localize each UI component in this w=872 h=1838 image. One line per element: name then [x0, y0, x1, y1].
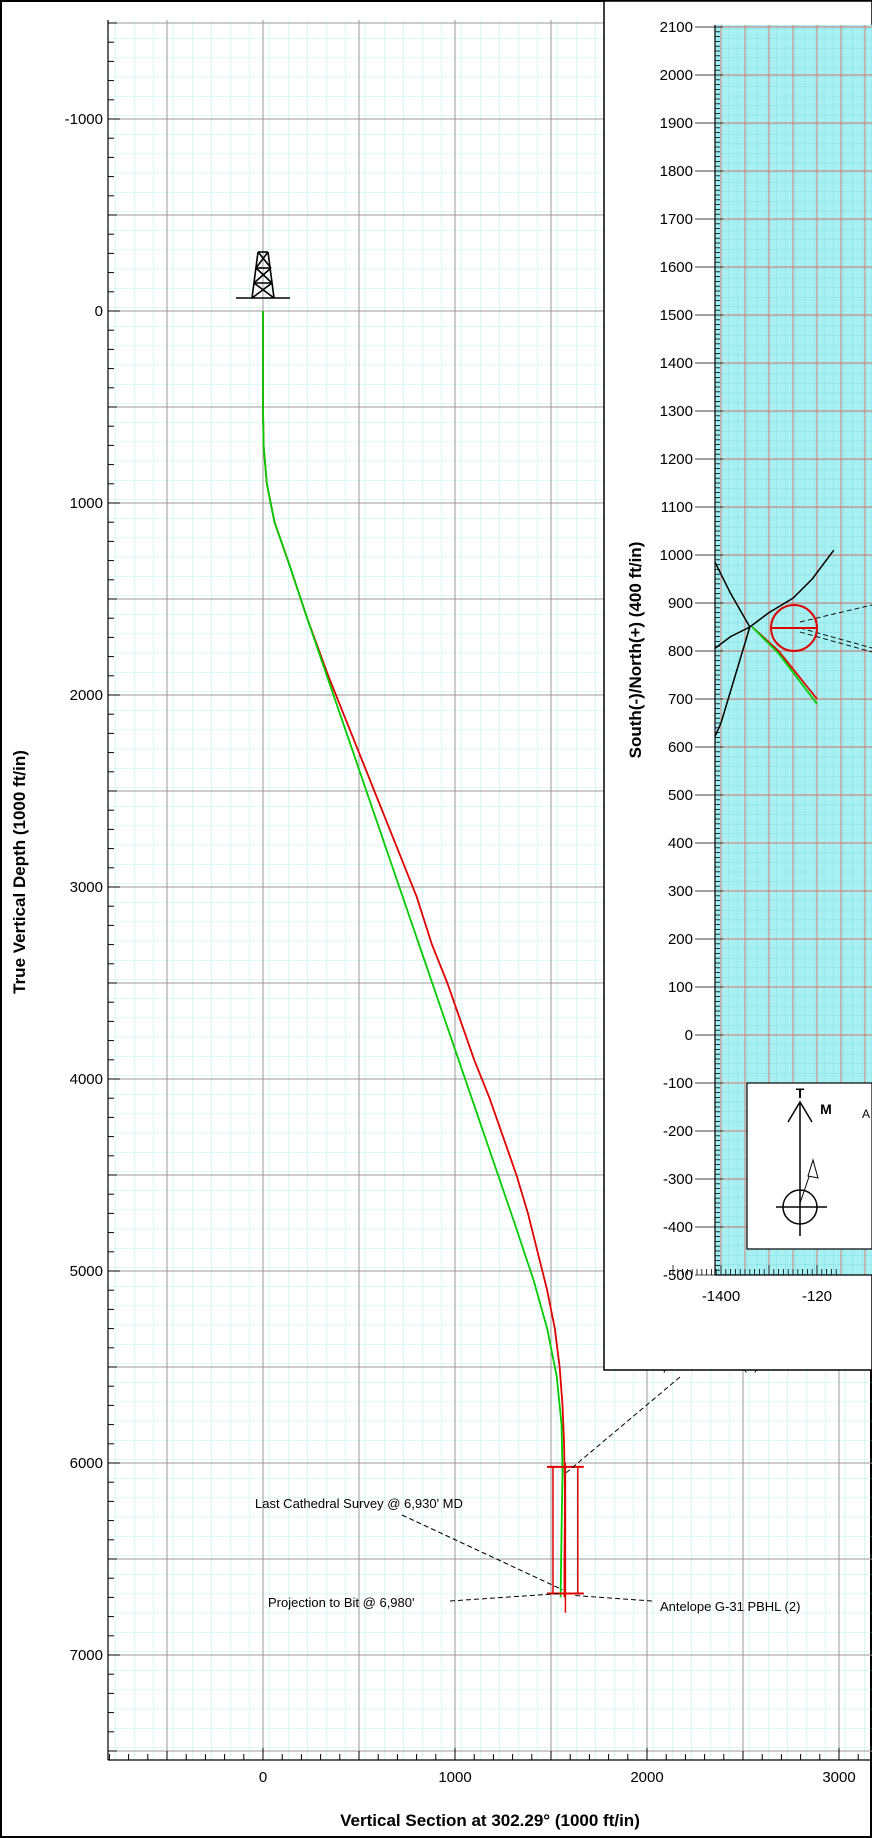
- inset-series-2: [751, 626, 818, 705]
- inset-y-tick-label: 1900: [660, 115, 693, 132]
- inset-y-tick-label: 100: [668, 979, 693, 996]
- annotation-leader: [401, 1514, 563, 1591]
- inset-series-5: [715, 626, 751, 739]
- inset-y-tick-label: 0: [685, 1027, 693, 1044]
- y-tick-label: 1000: [70, 495, 103, 512]
- inset-y-tick-label: -300: [663, 1171, 693, 1188]
- inset-y-tick-label: 2000: [660, 67, 693, 84]
- inset-y-tick-label: 200: [668, 931, 693, 948]
- north-arrow-legend: T M A: [746, 1082, 872, 1250]
- drilling-rig-icon: [236, 251, 290, 299]
- x-axis-label: Vertical Section at 302.29° (1000 ft/in): [340, 1811, 640, 1830]
- inset-y-tick-label: 900: [668, 595, 693, 612]
- inset-x-tick-label: -1400: [702, 1288, 740, 1305]
- inset-y-tick-label: 300: [668, 883, 693, 900]
- inset-y-tick-label: 1100: [661, 499, 693, 516]
- x-tick-label: 3000: [822, 1769, 855, 1786]
- inset-y-tick-label: 1400: [660, 355, 693, 372]
- plan-view-inset: -500 -400 -300 -200 -100 0 100 200 300 400 500 600 7…: [603, 0, 872, 1371]
- inset-series-4: [715, 626, 751, 650]
- inset-y-tick-label: -200: [663, 1123, 693, 1140]
- inset-y-tick-label: 1200: [660, 451, 693, 468]
- x-tick-label: 0: [259, 1769, 267, 1786]
- inset-y-tick-label: 400: [668, 835, 693, 852]
- inset-leader-line: [799, 631, 872, 653]
- inset-x-tick-label: -120: [802, 1288, 832, 1305]
- inset-leader-line: [799, 627, 872, 649]
- magnetic-north-label: M: [820, 1101, 832, 1117]
- x-tick-label: 1000: [438, 1769, 471, 1786]
- inset-y-tick-label: 800: [668, 643, 693, 660]
- inset-y-tick-label: 700: [668, 691, 693, 708]
- inset-y-tick-label: 1300: [660, 403, 693, 420]
- annotation-leader: [574, 1594, 653, 1602]
- y-axis-label: True Vertical Depth (1000 ft/in): [10, 750, 29, 994]
- well-path-series-2: [262, 311, 564, 1598]
- inset-y-tick-label: 2100: [660, 19, 693, 36]
- y-tick-label: 4000: [70, 1071, 103, 1088]
- x-tick-label: 2000: [630, 1769, 663, 1786]
- inset-y-tick-label: -100: [663, 1075, 693, 1092]
- annotation-label: Antelope G-31 PBHL (2): [660, 1599, 800, 1614]
- north-arrow-note: A: [862, 1107, 870, 1121]
- y-tick-label: 0: [95, 303, 103, 320]
- true-north-label: T: [796, 1085, 805, 1101]
- y-tick-label: -1000: [65, 111, 103, 128]
- inset-y-tick-label: -400: [663, 1219, 693, 1236]
- inset-y-tick-label: 1800: [660, 163, 693, 180]
- inset-y-tick-label: 1000: [660, 547, 693, 564]
- y-tick-label: 5000: [70, 1263, 103, 1280]
- inset-y-tick-label: 1500: [660, 307, 693, 324]
- annotation-label: Last Cathedral Survey @ 6,930' MD: [255, 1496, 463, 1511]
- y-tick-label: 3000: [70, 879, 103, 896]
- inset-leader-line: [799, 604, 872, 623]
- inset-y-tick-label: 600: [668, 739, 693, 756]
- y-tick-label: 2000: [70, 687, 103, 704]
- annotation-leader: [449, 1593, 560, 1602]
- y-tick-label: 6000: [70, 1455, 103, 1472]
- annotation-leader: [566, 1376, 681, 1473]
- annotation-label: Projection to Bit @ 6,980': [268, 1595, 414, 1610]
- target-circle-icon: [770, 604, 818, 652]
- inset-y-tick-label: 1600: [660, 259, 693, 276]
- inset-y-tick-label: 1700: [660, 211, 693, 228]
- inset-y-tick-label: 500: [668, 787, 693, 804]
- inset-y-axis-label: South(-)/North(+) (400 ft/in): [626, 542, 645, 759]
- y-tick-label: 7000: [70, 1647, 103, 1664]
- inset-y-tick-label: -500: [663, 1267, 693, 1284]
